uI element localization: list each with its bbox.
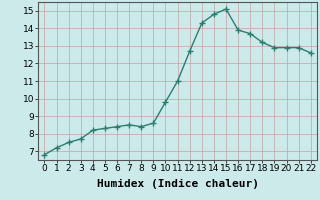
X-axis label: Humidex (Indice chaleur): Humidex (Indice chaleur)	[97, 179, 259, 189]
